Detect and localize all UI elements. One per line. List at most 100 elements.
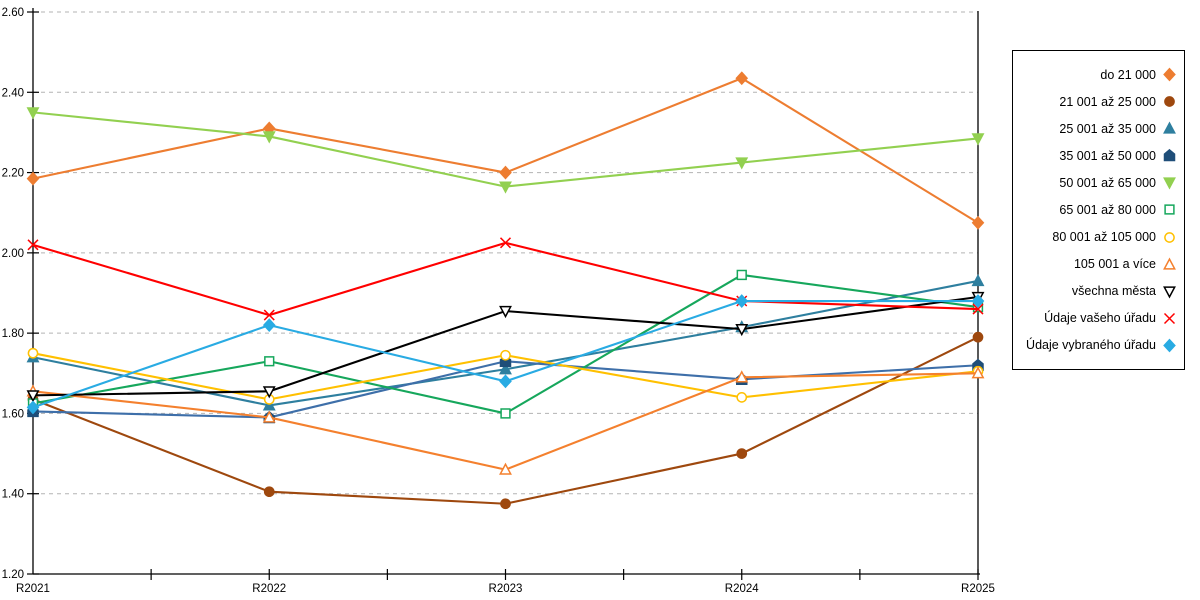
diamond-marker-icon	[26, 171, 40, 186]
diamond-legend-icon	[1163, 338, 1176, 353]
y-tick-label: 2.20	[2, 168, 24, 180]
legend-item-label: 80 001 až 105 000	[1052, 230, 1156, 245]
x-tick-label: R2025	[961, 583, 995, 595]
legend-item-3[interactable]: 25 001 až 35 000	[1017, 121, 1177, 136]
diamond-marker-icon	[971, 294, 985, 308]
square-marker-icon	[1164, 204, 1175, 216]
triangle-up-marker-icon	[499, 462, 512, 475]
triangle-up-legend-icon	[1163, 257, 1176, 270]
legend-item-5[interactable]: 50 001 až 65 000	[1017, 175, 1177, 190]
triangle-up-marker-icon	[735, 370, 749, 383]
legend-item-label: 25 001 až 35 000	[1059, 121, 1156, 136]
diamond-marker-icon	[1163, 338, 1176, 353]
series-3	[26, 273, 985, 411]
diamond-marker-icon	[499, 374, 512, 389]
x-tick-label: R2024	[725, 583, 759, 595]
diamond-marker-icon	[26, 400, 40, 415]
legend-item-label: 105 001 a více	[1073, 257, 1156, 272]
diamond-marker-icon	[499, 165, 512, 180]
pentagon-legend-icon	[1163, 149, 1176, 162]
x-legend-icon	[1163, 312, 1176, 324]
triangle-up-marker-icon	[499, 362, 512, 375]
x-marker-icon	[499, 237, 512, 249]
series-line	[32, 241, 979, 317]
y-tick-label: 2.60	[2, 7, 24, 19]
triangle-down-marker-icon	[1163, 286, 1176, 299]
y-tick-label: 1.80	[2, 328, 24, 340]
triangle-up-marker-icon	[262, 410, 276, 423]
x-marker-icon	[1163, 312, 1176, 324]
x-marker-icon	[972, 303, 984, 315]
y-tick-label: 1.20	[2, 569, 24, 581]
y-tick-label: 1.60	[2, 408, 24, 420]
legend-item-11[interactable]: Údaje vybraného úřadu	[1017, 338, 1177, 353]
legend-item-label: všechna města	[1071, 284, 1156, 299]
legend-item-label: do 21 000	[1100, 67, 1156, 82]
triangle-up-marker-icon	[1163, 257, 1176, 270]
y-tick-label: 2.00	[2, 248, 24, 260]
circle-legend-icon	[1164, 231, 1175, 243]
series-6	[27, 269, 984, 419]
y-tick-label: 1.40	[2, 489, 24, 501]
diamond-marker-icon	[735, 71, 749, 86]
triangle-down-marker-icon	[26, 390, 40, 403]
series-1	[26, 71, 985, 230]
triangle-down-marker-icon	[26, 107, 40, 120]
circle-marker-icon	[736, 392, 748, 403]
circle-marker-icon	[500, 349, 511, 361]
triangle-down-marker-icon	[499, 305, 512, 319]
legend-item-8[interactable]: 105 001 a více	[1017, 257, 1177, 272]
triangle-up-marker-icon	[262, 398, 276, 411]
x-marker-icon	[27, 239, 39, 251]
triangle-down-legend-icon	[1163, 177, 1176, 190]
triangle-down-marker-icon	[735, 157, 749, 170]
legend-item-9[interactable]: všechna města	[1017, 284, 1177, 299]
legend-item-label: 65 001 až 80 000	[1059, 202, 1156, 217]
diamond-marker-icon	[262, 318, 276, 333]
legend-item-label: Údaje vybraného úřadu	[1026, 338, 1156, 353]
diamond-marker-icon	[1163, 67, 1176, 82]
triangle-down-marker-icon	[499, 181, 512, 194]
x-tick-label: R2022	[252, 583, 286, 595]
triangle-down-legend-icon	[1163, 286, 1176, 299]
square-marker-icon	[264, 356, 275, 367]
triangle-down-marker-icon	[262, 131, 276, 144]
pentagon-marker-icon	[1163, 149, 1176, 162]
triangle-up-marker-icon	[971, 366, 985, 379]
legend-item-label: 50 001 až 65 000	[1059, 175, 1156, 190]
circle-marker-icon	[500, 498, 511, 510]
diamond-marker-icon	[971, 215, 985, 230]
legend-box: do 21 000 21 001 až 25 000 25 001 až 35 00…	[1012, 50, 1185, 370]
triangle-up-legend-icon	[1163, 121, 1176, 134]
legend-item-2[interactable]: 21 001 až 25 000	[1017, 94, 1177, 109]
series-5	[26, 107, 985, 194]
triangle-down-marker-icon	[971, 133, 985, 146]
square-marker-icon	[500, 408, 511, 419]
circle-marker-icon	[972, 331, 984, 343]
triangle-down-marker-icon	[262, 386, 276, 399]
legend-item-7[interactable]: 80 001 až 105 000	[1017, 230, 1177, 245]
square-marker-icon	[736, 269, 747, 281]
series-10	[27, 237, 984, 321]
diamond-legend-icon	[1163, 67, 1176, 82]
x-marker-icon	[263, 309, 275, 321]
x-tick-label: R2023	[489, 583, 523, 595]
legend-item-6[interactable]: 65 001 až 80 000	[1017, 202, 1177, 217]
circle-marker-icon	[736, 448, 748, 459]
circle-marker-icon	[1164, 96, 1175, 108]
circle-marker-icon	[27, 347, 39, 359]
legend-item-4[interactable]: 35 001 až 50 000	[1017, 148, 1177, 163]
legend-item-10[interactable]: Údaje vašeho úřadu	[1017, 311, 1177, 326]
series-9	[26, 291, 985, 403]
legend-item-label: Údaje vašeho úřadu	[1044, 311, 1156, 326]
circle-marker-icon	[1164, 231, 1175, 243]
legend-item-1[interactable]: do 21 000	[1017, 67, 1177, 82]
circle-legend-icon	[1164, 96, 1175, 108]
diamond-marker-icon	[735, 294, 749, 308]
y-tick-label: 2.40	[2, 87, 24, 99]
legend-item-label: 21 001 až 25 000	[1059, 94, 1156, 109]
triangle-down-marker-icon	[1163, 177, 1176, 190]
legend-item-label: 35 001 až 50 000	[1059, 148, 1156, 163]
